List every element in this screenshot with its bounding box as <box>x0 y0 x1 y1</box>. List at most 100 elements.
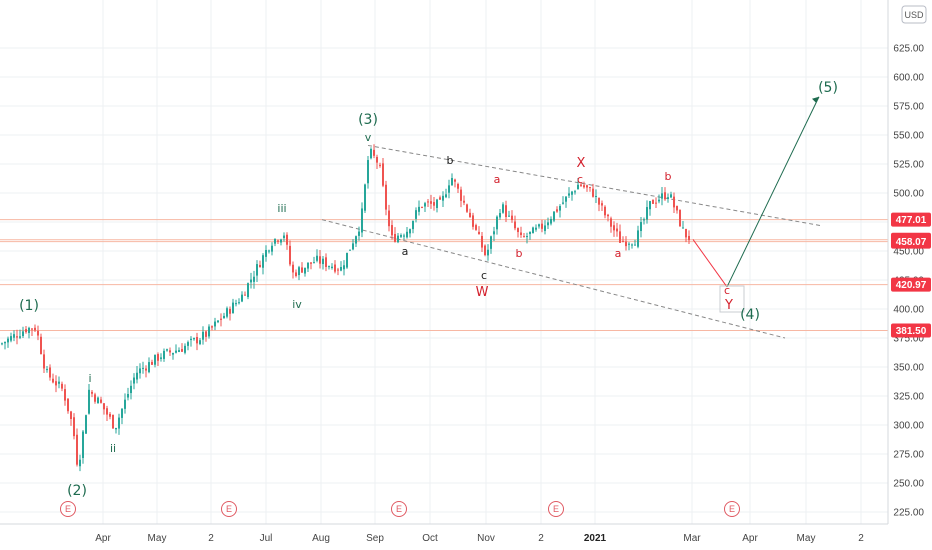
candle-body <box>82 431 84 458</box>
candle-body <box>556 209 558 212</box>
candle-body <box>406 231 408 238</box>
candle-body <box>607 214 609 217</box>
candle-body <box>568 193 570 196</box>
candle-body <box>283 235 285 239</box>
candle-body <box>418 206 420 212</box>
price-tick-label: 575.00 <box>893 102 924 113</box>
candle-body <box>49 367 51 378</box>
wave-label: (2) <box>67 483 87 499</box>
candle-body <box>10 336 12 341</box>
price-tick-label: 350.00 <box>893 363 924 374</box>
earnings-event-marker[interactable]: E <box>548 501 564 517</box>
candle-body <box>43 354 45 369</box>
candle-body <box>46 369 48 371</box>
price-tick-label: 500.00 <box>893 189 924 200</box>
candle-body <box>445 194 447 198</box>
time-axis[interactable]: Apr May 2 Jul Aug Sep Oct Nov 2 2021 Mar Apr May 2 <box>0 523 888 544</box>
price-level-badge <box>891 277 931 292</box>
candle-body <box>430 201 432 204</box>
candle-body <box>349 249 351 251</box>
candle-body <box>31 328 33 330</box>
candle-body <box>307 262 309 269</box>
price-level-label: 381.50 <box>896 326 927 337</box>
wave-label: (1) <box>19 298 39 314</box>
candle-body <box>325 257 327 267</box>
price-axis[interactable]: 225.00 250.00 275.00 300.00 325.00 350.00 375.… <box>887 0 931 524</box>
candle-body <box>679 209 681 227</box>
event-label: E <box>729 504 735 514</box>
price-level-label: 458.07 <box>896 237 927 248</box>
candle-body <box>223 315 225 319</box>
candle-body <box>559 206 561 211</box>
price-level-badge <box>891 323 931 338</box>
candle-body <box>457 183 459 189</box>
candle-body <box>244 294 246 296</box>
candle-body <box>52 378 54 383</box>
earnings-event-marker[interactable]: E <box>221 501 237 517</box>
candle-body <box>436 199 438 208</box>
candle-body <box>25 329 27 333</box>
candle-body <box>373 149 375 156</box>
earnings-event-marker[interactable]: E <box>391 501 407 517</box>
candle-body <box>511 215 513 221</box>
candle-body <box>625 241 627 247</box>
candle-body <box>382 163 384 186</box>
currency-label: USD <box>904 10 924 20</box>
time-tick-label: Oct <box>422 533 438 544</box>
candle-body <box>649 201 651 210</box>
candle-body <box>586 185 588 188</box>
time-tick-label: 2 <box>208 533 214 544</box>
candle-body <box>160 357 162 359</box>
candle-body <box>328 266 330 268</box>
candle-body <box>616 228 618 232</box>
candle-body <box>391 225 393 236</box>
candle-body <box>130 385 132 394</box>
candle-body <box>85 415 87 434</box>
earnings-event-marker[interactable]: E <box>724 501 740 517</box>
candle-body <box>73 417 75 437</box>
candle-body <box>256 264 258 276</box>
price-tick-label: 525.00 <box>893 160 924 171</box>
price-level-badge <box>891 234 931 249</box>
time-tick-label: May <box>148 533 167 544</box>
candle-body <box>667 197 669 199</box>
candle-body <box>97 397 99 404</box>
candle-body <box>343 265 345 270</box>
candle-body <box>19 336 21 338</box>
candle-body <box>274 238 276 244</box>
candle-body <box>277 240 279 242</box>
candle-body <box>481 235 483 248</box>
candle-body <box>310 262 312 264</box>
candle-body <box>151 361 153 365</box>
event-label: E <box>65 504 71 514</box>
currency-badge[interactable]: USD <box>901 5 927 24</box>
candle-body <box>13 334 15 338</box>
candle-body <box>673 196 675 208</box>
wave-label: b <box>665 170 672 183</box>
candle-body <box>199 340 201 345</box>
candle-body <box>379 164 381 166</box>
time-tick-label: Jul <box>260 533 273 544</box>
candle-body <box>127 394 129 398</box>
candle-body <box>571 191 573 195</box>
candle-body <box>370 148 372 159</box>
candle-body <box>1 343 3 345</box>
candle-body <box>553 211 555 221</box>
candle-body <box>664 192 666 200</box>
candle-body <box>139 368 141 374</box>
candle-body <box>655 202 657 204</box>
candle-body <box>28 327 30 333</box>
projection-down-line <box>692 239 728 288</box>
candle-body <box>529 231 531 235</box>
candle-body <box>499 213 501 218</box>
price-level-badge <box>891 212 931 227</box>
earnings-event-marker[interactable]: E <box>60 501 76 517</box>
wave-label: X <box>577 156 586 171</box>
wave-label: a <box>402 245 409 258</box>
candle-body <box>76 434 78 465</box>
candle-body <box>466 204 468 212</box>
event-circle <box>60 501 76 517</box>
candle-body <box>346 252 348 268</box>
candle-body <box>424 203 426 207</box>
